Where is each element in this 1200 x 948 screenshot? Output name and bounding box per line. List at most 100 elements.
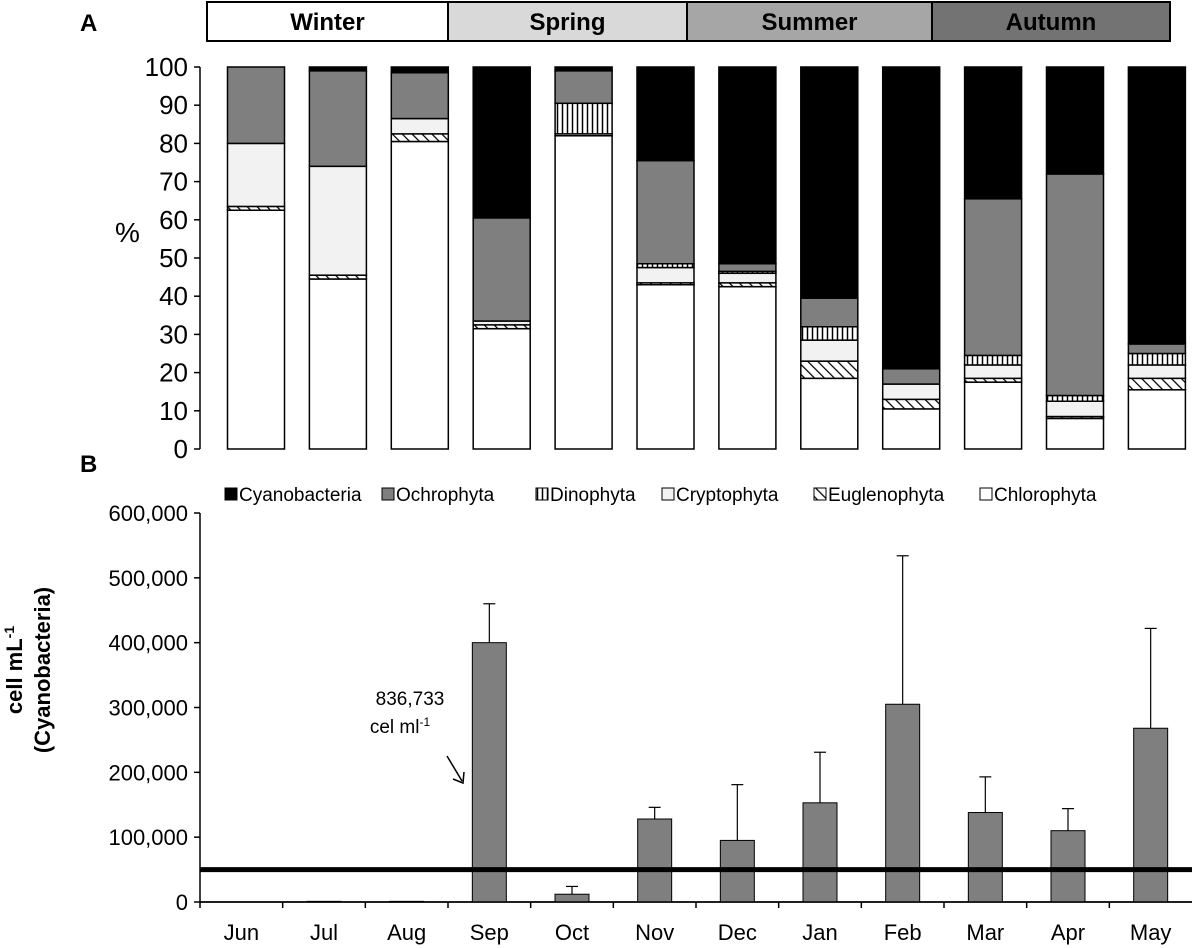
panel-a-bar-jan-dinophyta <box>800 326 859 341</box>
season-box-summer <box>686 1 933 42</box>
annotation-arrow-head <box>452 771 465 785</box>
panel-a-bar-mar-chlorophyta <box>963 381 1023 450</box>
panel-a-bar-may-ochrophyta <box>1127 343 1187 355</box>
panel-a-label: A <box>80 10 97 37</box>
x-tick-label-apr: Apr <box>1051 920 1085 945</box>
panel-a-bar-may-cyanobacteria <box>1127 66 1187 345</box>
panel-a-bar-jan-cyanobacteria <box>800 66 859 299</box>
panel-b-bar-may <box>1133 727 1169 903</box>
panel-a-bar-may-dinophyta <box>1127 352 1187 366</box>
panel-b-y-tick-label: 300,000 <box>108 696 188 721</box>
panel-a-bar-jan-chlorophyta <box>800 377 859 450</box>
x-tick-label-dec: Dec <box>718 920 757 945</box>
panel-a-bar-jul-cryptophyta <box>308 165 368 276</box>
panel-a-y-tick-label: 40 <box>159 281 188 311</box>
legend: Cyanobacteria Ochrophyta Dinophyta Cryptoph… <box>224 485 1097 506</box>
panel-a-bar-aug-cryptophyta <box>390 117 450 135</box>
panel-a-bar-feb-chlorophyta <box>881 408 941 450</box>
panel-a-y-tick-label: 100 <box>145 52 188 82</box>
panel-a-bar-feb-cyanobacteria <box>881 66 941 370</box>
panel-b-y-tick-label: 500,000 <box>108 566 188 591</box>
panel-a-bar-may-chlorophyta <box>1127 389 1187 450</box>
panel-b-y-tick-label: 100,000 <box>108 825 188 850</box>
legend-swatch-dinophyta <box>535 487 549 501</box>
panel-b-y-axis-label-line1: cell mL-1 <box>1 626 27 714</box>
panel-b-bar-apr <box>1050 830 1086 903</box>
panel-a-y-tick-label: 20 <box>159 358 188 388</box>
panel-a-bar-jun-cryptophyta <box>226 142 286 208</box>
panel-a-bar-oct-chlorophyta <box>554 135 613 450</box>
panel-a-bar-jun-chlorophyta <box>226 209 286 450</box>
panel-a-bar-nov-cryptophyta <box>636 266 695 284</box>
panel-a-bar-oct-ochrophyta <box>554 70 613 105</box>
panel-a-bar-sep-chlorophyta <box>472 327 531 450</box>
panel-b-y-tick-label: 0 <box>176 890 188 915</box>
panel-b-bar-feb <box>885 703 921 903</box>
panel-b-bar-jan <box>802 802 838 903</box>
panel-a-bar-dec-ochrophyta <box>718 262 777 273</box>
panel-a-bar-apr-cyanobacteria <box>1045 66 1105 175</box>
panel-a-bar-sep-ochrophyta <box>472 217 531 322</box>
panel-a-y-tick-label: 80 <box>159 128 188 158</box>
annotation-unit: cel ml-1 <box>370 715 431 738</box>
x-tick-label-feb: Feb <box>884 920 922 945</box>
legend-swatch-euglenophyta <box>813 487 827 501</box>
panel-a-bar-apr-ochrophyta <box>1045 173 1105 397</box>
panel-a-bar-oct-cyanobacteria <box>554 66 613 72</box>
legend-label-cyanobacteria: Cyanobacteria <box>239 485 362 506</box>
x-tick-label-nov: Nov <box>635 920 674 945</box>
panel-a-bar-dec-cyanobacteria <box>718 66 777 265</box>
season-box-autumn <box>931 1 1171 42</box>
legend-label-euglenophyta: Euglenophyta <box>828 485 945 506</box>
panel-a-bar-aug-ochrophyta <box>390 71 450 120</box>
panel-b-y-tick-label: 400,000 <box>108 631 188 656</box>
panel-a-bar-jul-ochrophyta <box>308 70 368 168</box>
panel-b-bar-sep <box>471 642 507 903</box>
panel-a-bar-aug-cyanobacteria <box>390 66 450 74</box>
panel-b-bar-nov <box>637 818 673 903</box>
panel-a-bar-aug-euglenophyta <box>390 133 450 143</box>
x-tick-label-mar: Mar <box>966 920 1004 945</box>
legend-label-chlorophyta: Chlorophyta <box>994 485 1097 506</box>
panel-a-bar-nov-ochrophyta <box>636 159 695 265</box>
legend-swatch-ochrophyta <box>381 487 395 501</box>
panel-a-stacked-bar-chart: % 0 10 20 30 40 50 60 70 80 90 100 <box>115 52 1187 464</box>
panel-a-y-axis-label: % <box>115 217 140 248</box>
legend-swatch-cyanobacteria <box>224 487 238 501</box>
panel-a-bar-nov-chlorophyta <box>636 283 695 450</box>
legend-swatch-cryptophyta <box>661 487 675 501</box>
panel-a-y-tick-label: 30 <box>159 319 188 349</box>
legend-label-ochrophyta: Ochrophyta <box>396 485 495 506</box>
panel-a-bar-feb-ochrophyta <box>881 368 941 385</box>
panel-a-y-tick-label: 50 <box>159 243 188 273</box>
season-label-spring: Spring <box>530 9 606 36</box>
legend-swatch-chlorophyta <box>979 487 993 501</box>
season-box-spring <box>447 1 688 42</box>
season-label-winter: Winter <box>290 9 364 36</box>
panel-a-bar-jan-cryptophyta <box>800 339 859 362</box>
annotation-arrow <box>446 755 463 782</box>
panel-a-y-tick-label: 10 <box>159 396 188 426</box>
panel-b-label: B <box>80 451 97 478</box>
panel-b-bar-chart: cell mL-1 (Cyanobacteria) 0 100,000 200,00… <box>1 501 1192 945</box>
panel-a-bar-aug-chlorophyta <box>390 140 450 450</box>
panel-a-bar-sep-cyanobacteria <box>472 66 531 219</box>
panel-b-y-axis-label-line2: (Cyanobacteria) <box>30 587 55 753</box>
panel-a-bar-jun-ochrophyta <box>226 66 286 145</box>
panel-a-bar-jan-ochrophyta <box>800 297 859 328</box>
panel-b-y-tick-label: 600,000 <box>108 501 188 526</box>
panel-a-bar-may-cryptophyta <box>1127 364 1187 380</box>
panel-a-bar-may-euglenophyta <box>1127 377 1187 391</box>
panel-a-bar-dec-chlorophyta <box>718 285 777 450</box>
panel-a-bar-jul-cyanobacteria <box>308 66 368 72</box>
annotation-value: 836,733 <box>376 689 445 710</box>
panel-a-bar-feb-euglenophyta <box>881 398 941 410</box>
season-header: Winter Spring Summer Autumn <box>206 1 1171 42</box>
x-tick-label-may: May <box>1130 920 1172 945</box>
panel-a-y-tick-label: 60 <box>159 205 188 235</box>
x-tick-label-aug: Aug <box>387 920 426 945</box>
x-tick-label-oct: Oct <box>555 920 589 945</box>
panel-a-bar-jan-euglenophyta <box>800 360 859 380</box>
panel-a-bar-nov-cyanobacteria <box>636 66 695 162</box>
legend-label-cryptophyta: Cryptophyta <box>676 485 779 506</box>
